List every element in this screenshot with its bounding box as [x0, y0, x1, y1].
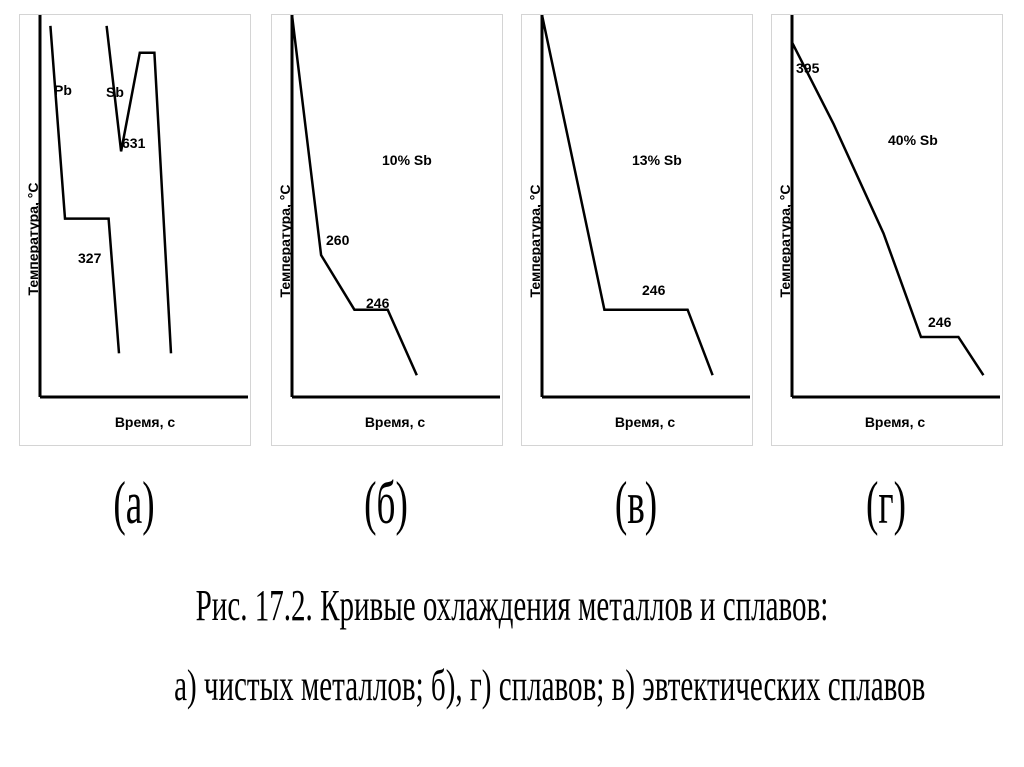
curve-pb [49, 25, 121, 354]
y-axis-label: Температура, °С [527, 184, 543, 297]
chart-panel-g: Температура, °С Время, с 40% Sb 395 246 [771, 14, 1003, 446]
x-axis-label: Время, с [615, 414, 676, 430]
chart-panel-v: Температура, °С Время, с 13% Sb 246 [521, 14, 753, 446]
annotation-246: 246 [366, 295, 390, 311]
chart-panel-a: Температура, °С Время, с Pb Sb 327 631 [19, 14, 251, 446]
series-label-sb: Sb [106, 84, 124, 100]
curve-40-sb [790, 41, 985, 376]
annotation-260: 260 [326, 232, 350, 248]
curve-sb [105, 25, 173, 354]
series-label-40-sb: 40% Sb [888, 132, 938, 148]
panel-letter-v: (в) [614, 470, 658, 536]
curve-10-sb [290, 15, 418, 376]
annotation-631: 631 [122, 135, 146, 151]
series-label-13-sb: 13% Sb [632, 152, 682, 168]
chart-g-svg: Температура, °С Время, с 40% Sb 395 246 [777, 15, 1000, 430]
chart-panel-b: Температура, °С Время, с 10% Sb 260 246 [271, 14, 503, 446]
chart-v-svg: Температура, °С Время, с 13% Sb 246 [527, 15, 750, 430]
x-axis-label: Время, с [865, 414, 926, 430]
series-label-pb: Pb [54, 82, 72, 98]
figure-caption-line1: Рис. 17.2. Кривые охлаждения металлов и … [195, 581, 829, 630]
x-axis-label: Время, с [365, 414, 426, 430]
panel-letter-a: (а) [113, 470, 155, 536]
annotation-395: 395 [796, 60, 820, 76]
y-axis-label: Температура, °С [277, 184, 293, 297]
series-label-10-sb: 10% Sb [382, 152, 432, 168]
annotation-327: 327 [78, 250, 102, 266]
panel-letter-g: (г) [865, 470, 907, 536]
annotation-246: 246 [928, 314, 952, 330]
x-axis-label: Время, с [115, 414, 176, 430]
curve-13-sb [540, 15, 714, 376]
panel-letter-b: (б) [364, 470, 408, 536]
chart-a-svg: Температура, °С Время, с Pb Sb 327 631 [25, 15, 248, 430]
y-axis-label: Температура, °С [25, 182, 41, 295]
chart-b-svg: Температура, °С Время, с 10% Sb 260 246 [277, 15, 500, 430]
y-axis-label: Температура, °С [777, 184, 793, 297]
annotation-246: 246 [642, 282, 666, 298]
figure-caption-line2: а) чистых металлов; б), г) сплавов; в) э… [174, 661, 926, 710]
